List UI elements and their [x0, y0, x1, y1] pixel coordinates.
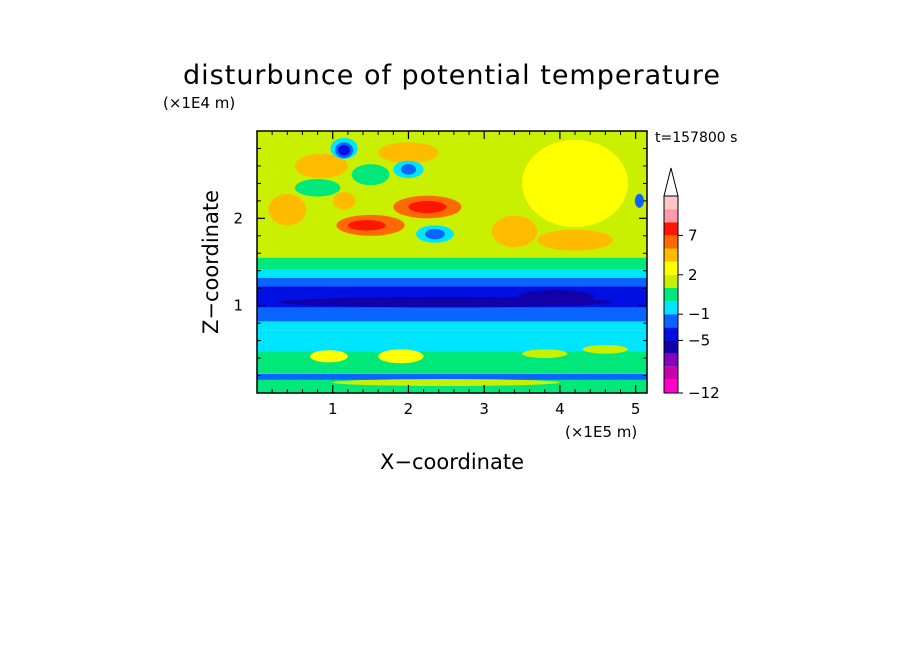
- field-feature-2: [408, 200, 447, 214]
- plot-frame: [256, 130, 648, 394]
- y-axis-label: Z−coordinate: [199, 190, 223, 334]
- field-feature-17: [425, 228, 445, 240]
- field-feature-26: [518, 289, 594, 304]
- colorbar-swatch: [664, 274, 678, 288]
- field-feature-18: [294, 179, 341, 197]
- field-feature-6: [332, 192, 356, 210]
- colorbar-label: −1: [688, 305, 710, 323]
- field-feature-21: [378, 349, 424, 364]
- colorbar-label: 2: [688, 266, 698, 284]
- field-band-4: [257, 321, 647, 331]
- time-label: t=157800 s: [655, 130, 737, 146]
- colorbar-swatch: [664, 301, 678, 315]
- chart-title: disturbunce of potential temperature: [183, 60, 721, 91]
- field-feature-10: [491, 215, 538, 248]
- x-axis-label: X−coordinate: [380, 450, 524, 474]
- field-band-7: [257, 277, 647, 287]
- x-tick-label: 2: [404, 400, 414, 418]
- colorbar-swatch: [664, 248, 678, 262]
- colorbar-swatch: [664, 314, 678, 328]
- colorbar: −12−5−127: [663, 167, 720, 402]
- colorbar-swatch: [664, 327, 678, 341]
- y-tick-label: 1: [233, 297, 243, 315]
- field-feature-20: [310, 350, 348, 363]
- field-feature-5: [268, 193, 307, 226]
- x-ticks: 1 2 3 4 5: [271, 131, 641, 418]
- field-band-3: [257, 330, 647, 352]
- field-feature-8: [522, 139, 629, 228]
- colorbar-swatch: [664, 235, 678, 249]
- field-band-8: [257, 268, 647, 278]
- colorbar-swatch: [664, 209, 678, 223]
- field-feature-13: [338, 144, 351, 156]
- colorbar-swatch: [664, 340, 678, 354]
- colorbar-swatch: [664, 287, 678, 302]
- y-ticks: 12: [233, 147, 647, 377]
- x-tick-label: 4: [555, 400, 565, 418]
- colorbar-label: −12: [688, 384, 720, 402]
- field-band-5: [257, 307, 647, 322]
- colorbar-swatch: [664, 222, 678, 236]
- colorbar-swatch: [664, 366, 678, 380]
- x-tick-label: 1: [328, 400, 338, 418]
- colorbar-swatch: [664, 379, 678, 393]
- field-band-9: [257, 257, 647, 269]
- field-feature-15: [400, 164, 417, 175]
- colorbar-label: −5: [688, 331, 710, 349]
- field-feature-3: [347, 220, 386, 231]
- x-tick-label: 3: [479, 400, 489, 418]
- y-tick-label: 2: [233, 209, 243, 227]
- field-feature-9: [537, 229, 613, 251]
- colorbar-extend-arrow: [663, 167, 679, 197]
- colorbar-swatch: [664, 353, 678, 367]
- field-feature-24: [332, 379, 560, 387]
- field-feature-22: [522, 349, 568, 359]
- field-band-1: [257, 373, 647, 380]
- field-feature-7: [378, 142, 439, 164]
- y-unit-label: (×1E4 m): [163, 94, 235, 112]
- colorbar-swatch: [664, 196, 678, 210]
- field-feature-19: [351, 164, 390, 186]
- colorbar-label: 7: [688, 226, 698, 244]
- contour-field: [257, 131, 647, 393]
- field-feature-23: [582, 344, 629, 354]
- field-feature-4: [294, 153, 348, 179]
- colorbar-swatch: [664, 261, 678, 275]
- x-unit-label: (×1E5 m): [565, 423, 637, 441]
- field-feature-27: [634, 193, 644, 208]
- x-tick-label: 5: [631, 400, 641, 418]
